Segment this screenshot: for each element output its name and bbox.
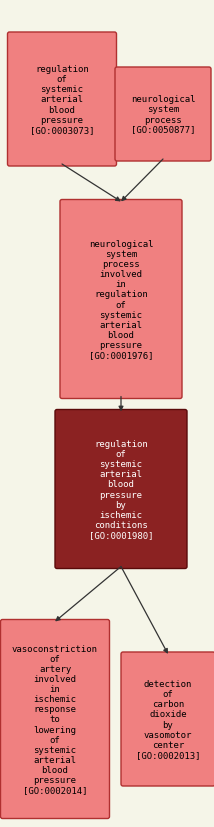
Text: neurological
system
process
involved
in
regulation
of
systemic
arterial
blood
pr: neurological system process involved in … [89,240,153,360]
FancyBboxPatch shape [55,410,187,569]
Text: regulation
of
systemic
arterial
blood
pressure
by
ischemic
conditions
[GO:000198: regulation of systemic arterial blood pr… [89,440,153,539]
FancyBboxPatch shape [115,68,211,162]
FancyBboxPatch shape [0,619,110,819]
FancyBboxPatch shape [7,33,116,167]
Text: detection
of
carbon
dioxide
by
vasomotor
center
[GO:0002013]: detection of carbon dioxide by vasomotor… [136,680,200,758]
Text: regulation
of
systemic
arterial
blood
pressure
[GO:0003073]: regulation of systemic arterial blood pr… [30,65,94,135]
FancyBboxPatch shape [60,200,182,399]
Text: neurological
system
process
[GO:0050877]: neurological system process [GO:0050877] [131,95,195,135]
Text: vasoconstriction
of
artery
involved
in
ischemic
response
to
lowering
of
systemic: vasoconstriction of artery involved in i… [12,644,98,794]
FancyBboxPatch shape [121,653,214,786]
